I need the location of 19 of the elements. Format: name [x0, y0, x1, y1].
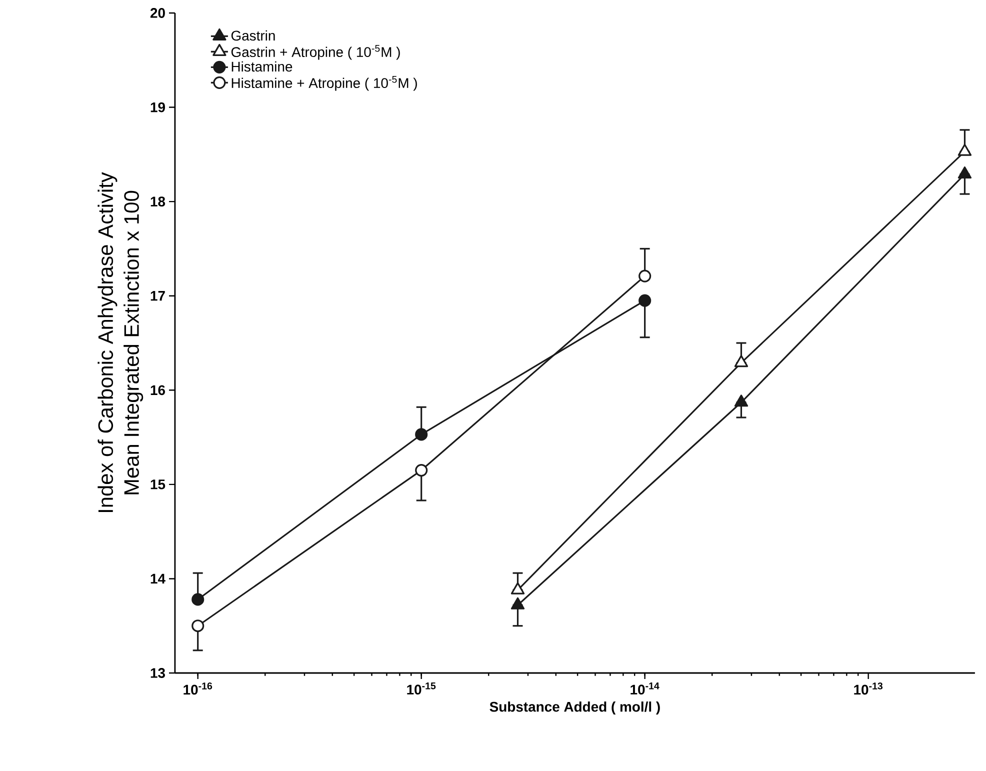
text: Mean Integrated Extinction x 100: [124, 190, 144, 494]
y-tick-label: 14: [150, 574, 166, 584]
y-tick-label: 18: [150, 196, 166, 207]
text: Index of Carbonic Anhydrase Activity: [98, 172, 118, 512]
y-tick-label: 15: [150, 480, 166, 490]
x-tick-label: 10$^{-15}$: [407, 682, 436, 695]
legend-label: Histamine + Atropine ( 10$^{-5}$M ): [232, 76, 417, 91]
x-axis-title: Substance Added ( mol/l ): [490, 701, 660, 714]
legend-label: Histamine: [232, 61, 292, 72]
legend-label: Gastrin + Atropine ( 10$^{-5}$M ): [231, 44, 400, 60]
y-tick-label: 13: [150, 668, 165, 678]
y-tick-label: 19: [150, 102, 165, 112]
y-tick-label: 20: [150, 8, 165, 18]
x-tick-label: 10$^{-16}$: [184, 682, 212, 695]
y-tick-label: 16: [150, 385, 165, 396]
x-tick-label: 10$^{-14}$: [630, 682, 660, 695]
y-tick-label: 17: [150, 291, 165, 301]
legend-label: Gastrin: [231, 30, 275, 41]
x-tick-label: 10$^{-13}$: [854, 682, 883, 695]
